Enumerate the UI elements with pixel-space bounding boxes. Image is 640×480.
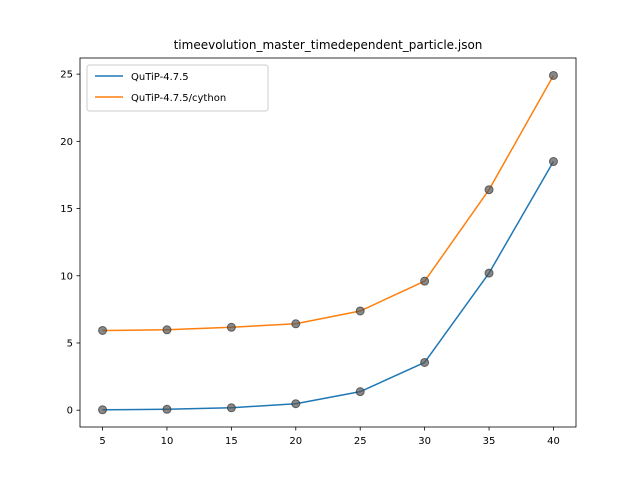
legend-label-1: QuTiP-4.7.5/cython <box>131 93 226 104</box>
data-point-1-3 <box>291 319 301 329</box>
data-point-0-7 <box>548 157 558 167</box>
legend-box <box>86 64 269 112</box>
x-tick-label-4: 25 <box>354 436 367 447</box>
x-tick-label-7: 40 <box>547 436 560 447</box>
data-point-1-0 <box>98 325 108 335</box>
data-point-0-0 <box>98 405 108 415</box>
x-tick-label-5: 30 <box>418 436 431 447</box>
legend-label-0: QuTiP-4.7.5 <box>131 72 189 83</box>
y-tick-label-5: 25 <box>60 70 73 81</box>
y-tick-label-1: 5 <box>67 338 73 349</box>
data-point-1-6 <box>484 185 494 195</box>
data-point-0-3 <box>291 399 301 409</box>
data-point-1-5 <box>420 276 430 286</box>
data-point-0-1 <box>162 404 172 414</box>
data-point-0-2 <box>226 403 236 413</box>
data-point-0-4 <box>355 387 365 397</box>
data-point-1-2 <box>226 322 236 332</box>
y-tick-label-4: 20 <box>60 137 73 148</box>
data-point-1-4 <box>355 306 365 316</box>
legend: QuTiP-4.7.5 QuTiP-4.7.5/cython <box>86 64 269 112</box>
x-tick-label-2: 15 <box>225 436 238 447</box>
series-line-0 <box>102 161 555 411</box>
x-tick-label-6: 35 <box>483 436 496 447</box>
x-tick-label-3: 20 <box>289 436 302 447</box>
y-tick-label-3: 15 <box>60 204 73 215</box>
chart-title: timeevolution_master_timedependent_parti… <box>174 38 483 52</box>
data-point-0-6 <box>484 268 494 278</box>
series-line-1 <box>102 75 555 332</box>
plot-area <box>98 70 558 415</box>
data-point-1-1 <box>162 325 172 335</box>
data-point-1-7 <box>548 70 558 80</box>
plot-frame <box>79 57 577 428</box>
y-tick-label-0: 0 <box>67 406 73 417</box>
x-tick-label-1: 10 <box>161 436 174 447</box>
x-tick-label-0: 5 <box>99 436 105 447</box>
y-tick-label-2: 10 <box>60 271 73 282</box>
data-point-0-5 <box>420 357 430 367</box>
axes: 5 10 15 20 25 30 35 40 0 5 10 15 20 25 <box>60 57 577 447</box>
